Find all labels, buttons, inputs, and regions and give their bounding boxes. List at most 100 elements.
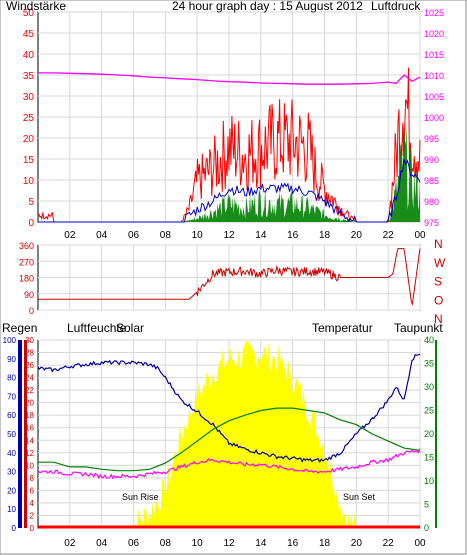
x-tick-label: 10 — [192, 230, 204, 241]
humidity-axis-bar — [18, 340, 22, 528]
direction-tick-label: 90 — [24, 290, 34, 300]
x-tick-label: 22 — [383, 230, 395, 241]
x-tick-label: 04 — [96, 230, 108, 241]
x-tick-label: 16 — [287, 230, 299, 241]
rain-tick-label: 0 — [30, 524, 35, 533]
compass-label: N — [434, 237, 443, 251]
x-tick-label: 14 — [255, 230, 267, 241]
x-tick-label: 22 — [383, 538, 395, 549]
x-tick-label: 14 — [255, 538, 267, 549]
pressure-tick-label: 1025 — [424, 8, 444, 18]
pressure-tick-label: 1000 — [424, 113, 444, 123]
x-tick-label: 08 — [160, 230, 172, 241]
pressure-tick-label: 985 — [424, 176, 439, 186]
x-tick-label: 00 — [414, 538, 426, 549]
wind-tick-label: 40 — [23, 50, 35, 61]
temperature-tick-label: 0 — [424, 523, 429, 533]
compass-label: W — [434, 256, 446, 270]
pressure-tick-label: 1015 — [424, 50, 444, 60]
chart-marks — [37, 67, 421, 529]
humidity-tick-label: 80 — [7, 374, 16, 383]
pressure-tick-label: 1005 — [424, 92, 444, 102]
rain-tick-label: 4 — [30, 499, 35, 508]
wind-tick-label: 10 — [23, 176, 35, 187]
pressure-axis-label: Luftdruck — [371, 0, 421, 13]
temperature-series-line — [38, 407, 421, 472]
compass-label: O — [434, 293, 443, 307]
rain-tick-label: 2 — [30, 511, 35, 520]
rain-tick-label: 22 — [25, 386, 34, 395]
humidity-tick-label: 50 — [7, 430, 16, 439]
rain-tick-label: 12 — [25, 449, 34, 458]
temperature-tick-label: 20 — [424, 429, 434, 439]
wind-tick-label: 0 — [28, 218, 34, 229]
direction-tick-label: 0 — [29, 306, 34, 316]
compass-label: S — [434, 275, 442, 289]
pressure-tick-label: 1010 — [424, 71, 444, 81]
x-tick-label: 02 — [64, 538, 76, 549]
x-tick-label: 16 — [287, 538, 299, 549]
wind-tick-label: 30 — [23, 92, 35, 103]
x-tick-label: 20 — [351, 230, 363, 241]
temperature-tick-label: 10 — [424, 476, 434, 486]
temperature-tick-label: 15 — [424, 453, 434, 463]
x-tick-label: 18 — [319, 538, 331, 549]
temperature-axis-label: Temperatur — [312, 321, 373, 335]
rain-tick-label: 18 — [25, 411, 34, 420]
x-tick-label: 08 — [160, 538, 172, 549]
pressure-tick-label: 980 — [424, 197, 439, 207]
humidity-tick-label: 100 — [3, 336, 17, 345]
pressure-tick-label: 1020 — [424, 29, 444, 39]
x-tick-label: 06 — [128, 230, 140, 241]
x-tick-label: 00 — [414, 230, 426, 241]
humidity-tick-label: 40 — [7, 449, 16, 458]
x-tick-label: 06 — [128, 538, 140, 549]
humidity-tick-label: 90 — [7, 355, 16, 364]
humidity-tick-label: 70 — [7, 392, 16, 401]
x-tick-label: 12 — [223, 538, 235, 549]
wind-tick-label: 5 — [28, 197, 34, 208]
wind-tick-label: 35 — [23, 71, 35, 82]
humidity-tick-label: 60 — [7, 411, 16, 420]
rain-tick-label: 16 — [25, 424, 34, 433]
pressure-tick-label: 990 — [424, 155, 439, 165]
direction-tick-label: 360 — [19, 241, 34, 251]
temperature-tick-label: 25 — [424, 406, 434, 416]
rain-tick-label: 8 — [30, 474, 35, 483]
wind-tick-label: 15 — [23, 155, 35, 166]
rain-tick-label: 28 — [25, 349, 34, 358]
rain-tick-label: 24 — [25, 374, 34, 383]
x-tick-label: 18 — [319, 230, 331, 241]
temperature-tick-label: 5 — [424, 500, 429, 510]
solar-axis-label: Solar — [116, 321, 144, 335]
dewpoint-series-line — [37, 448, 421, 480]
direction-tick-label: 180 — [19, 274, 34, 284]
pressure-series-line — [38, 72, 421, 85]
wind-tick-label: 25 — [23, 113, 35, 124]
pressure-tick-label: 975 — [424, 218, 439, 228]
dewpoint-axis-label: Taupunkt — [394, 321, 443, 335]
rain-tick-label: 20 — [25, 399, 34, 408]
rain-tick-label: 14 — [25, 436, 34, 445]
x-tick-label: 02 — [64, 230, 76, 241]
x-tick-label: 20 — [351, 538, 363, 549]
pressure-tick-label: 995 — [424, 134, 439, 144]
solar-area — [38, 340, 420, 528]
gust-series-area — [38, 123, 420, 222]
temperature-tick-label: 40 — [424, 335, 434, 345]
rain-tick-label: 26 — [25, 361, 34, 370]
chart-title: 24 hour graph day : 15 August 2012 — [172, 0, 363, 13]
x-tick-label: 10 — [192, 538, 204, 549]
direction-series-line — [38, 248, 421, 306]
rain-axis-bar — [24, 340, 27, 528]
wind-axis-label: Windstärke — [6, 0, 66, 13]
temperature-tick-label: 30 — [424, 382, 434, 392]
rain-tick-label: 10 — [25, 461, 34, 470]
compass-label: N — [434, 312, 443, 326]
humidity-axis-label: Luftfeuchte — [67, 321, 127, 335]
temperature-tick-label: 35 — [424, 359, 434, 369]
x-tick-label: 12 — [223, 230, 235, 241]
humidity-tick-label: 10 — [7, 505, 16, 514]
